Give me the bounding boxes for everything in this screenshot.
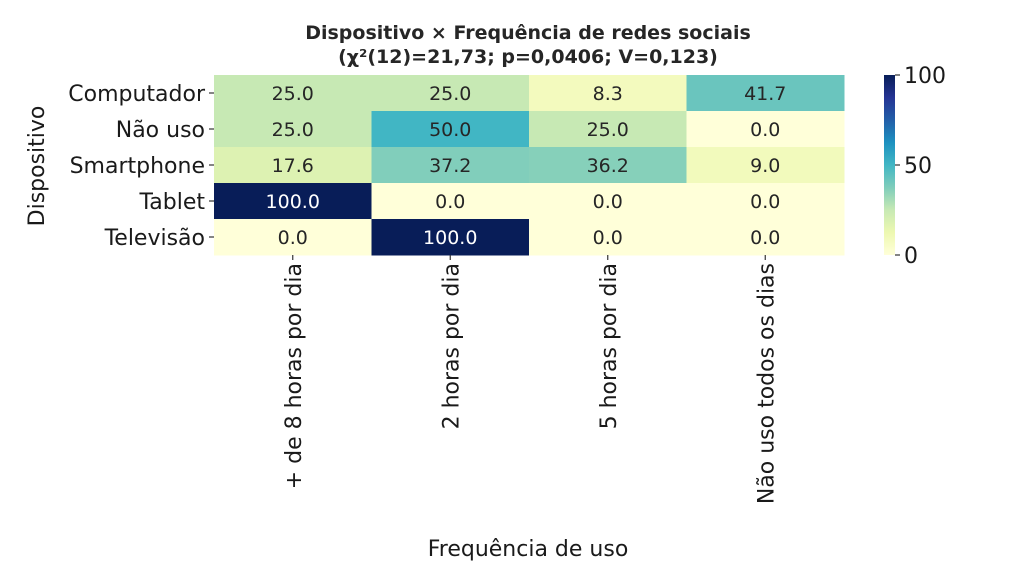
colorbar-tick-label: 100 (904, 64, 946, 89)
cell-value-label: 0.0 (750, 227, 780, 249)
chart-subtitle: (χ²(12)=21,73; p=0,0406; V=0,123) (338, 46, 718, 68)
heatmap-cell (686, 75, 845, 112)
heatmap-cell (371, 75, 530, 112)
x-tick-label: 5 horas por dia (597, 263, 622, 429)
x-tick-label: + de 8 horas por dia (282, 263, 307, 489)
cell-value-label: 0.0 (593, 227, 623, 249)
heatmap-cell (686, 219, 845, 256)
heatmap-cell (371, 219, 530, 256)
cell-value-label: 37.2 (429, 155, 471, 177)
heatmap-cell (371, 111, 530, 148)
chart-title: Dispositivo × Frequência de redes sociai… (305, 22, 751, 44)
cell-value-label: 36.2 (587, 155, 629, 177)
cell-value-label: 0.0 (278, 227, 308, 249)
heatmap-cell (214, 219, 372, 256)
cell-value-label: 25.0 (272, 119, 314, 141)
heatmap-cell (214, 147, 372, 184)
heatmap-cell (529, 147, 687, 184)
x-tick-label: Não uso todos os dias (754, 263, 779, 504)
cell-value-label: 0.0 (750, 191, 780, 213)
heatmap-cell (529, 183, 687, 220)
cell-value-label: 25.0 (429, 83, 471, 105)
cell-value-label: 17.6 (272, 155, 314, 177)
cell-value-label: 25.0 (272, 83, 314, 105)
heatmap-cell (214, 75, 372, 112)
heatmap-cell (371, 183, 530, 220)
y-tick-label: Tablet (138, 190, 205, 215)
heatmap-cell (214, 183, 372, 220)
y-tick-label: Smartphone (70, 154, 205, 179)
y-axis-ticks: Computador Não uso Smartphone Tablet Televis… (68, 82, 214, 251)
colorbar-ticks: 0 50 100 (895, 64, 946, 269)
cell-value-label: 0.0 (435, 191, 465, 213)
y-tick-label: Computador (68, 82, 206, 107)
heatmap-cell (529, 111, 687, 148)
cell-value-label: 0.0 (593, 191, 623, 213)
colorbar-tick-label: 0 (904, 244, 918, 269)
colorbar-tick-label: 50 (904, 154, 932, 179)
colorbar (884, 75, 895, 255)
y-tick-label: Televisão (104, 226, 205, 251)
cell-value-label: 8.3 (593, 83, 623, 105)
cell-value-label: 50.0 (429, 119, 471, 141)
cell-value-label: 41.7 (744, 83, 786, 105)
heatmap-cell (371, 147, 530, 184)
y-axis-label: Dispositivo (25, 106, 50, 227)
heatmap-cell (214, 111, 372, 148)
y-tick-label: Não uso (116, 118, 205, 143)
heatmap-cell (686, 183, 845, 220)
cell-value-label: 100.0 (266, 191, 320, 213)
cell-value-label: 9.0 (750, 155, 780, 177)
heatmap-cell (686, 111, 845, 148)
cell-value-label: 0.0 (750, 119, 780, 141)
heatmap-cell (686, 147, 845, 184)
heatmap-cell (529, 219, 687, 256)
x-axis-label: Frequência de uso (428, 537, 629, 562)
x-tick-label: 2 horas por dia (439, 263, 464, 429)
x-axis-ticks: + de 8 horas por dia 2 horas por dia 5 hor… (282, 255, 779, 504)
heatmap-cells: 25.0 25.0 8.3 41.7 25.0 50.0 25.0 0.0 17.6 37.2 36… (214, 75, 845, 256)
cell-value-label: 25.0 (587, 119, 629, 141)
heatmap-cell (529, 75, 687, 112)
cell-value-label: 100.0 (423, 227, 477, 249)
